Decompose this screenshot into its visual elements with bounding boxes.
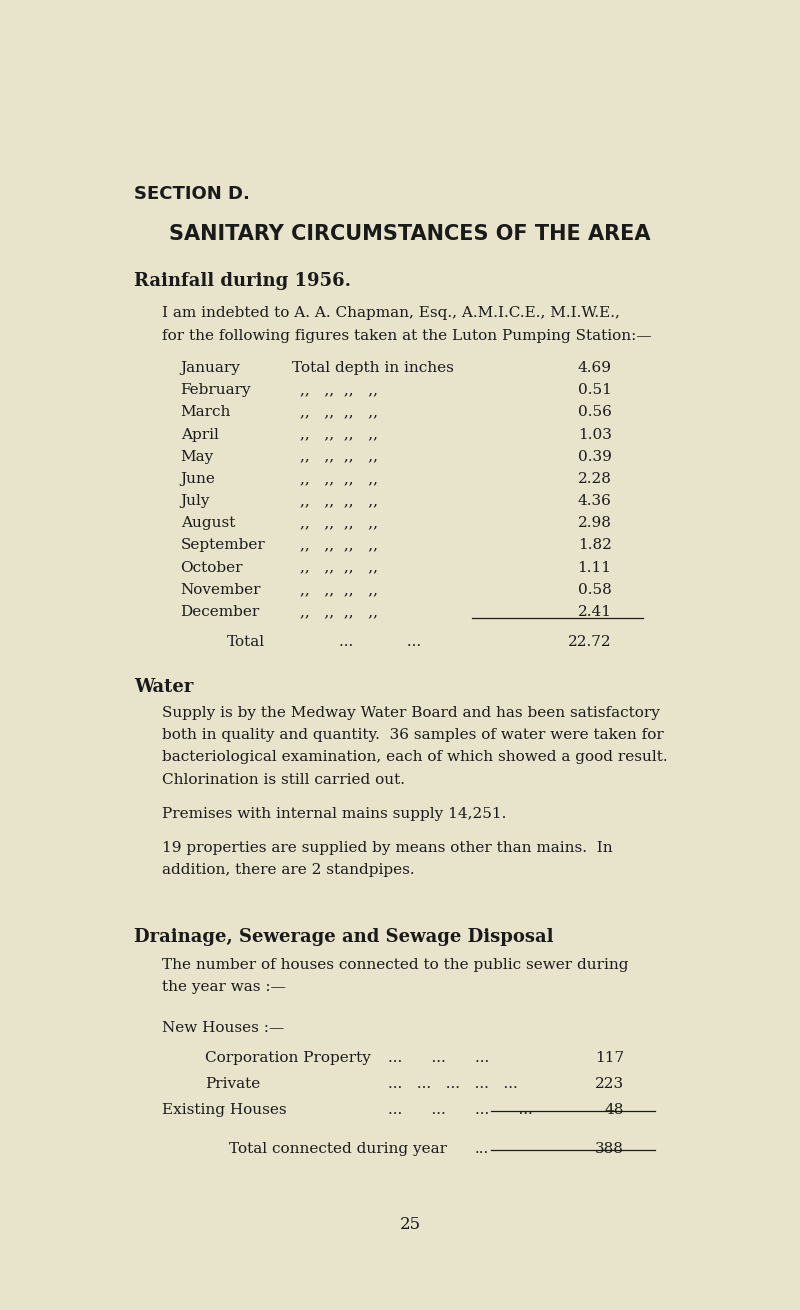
Text: 22.72: 22.72 <box>568 635 611 650</box>
Text: ,,   ,,  ,,   ,,: ,, ,, ,, ,, <box>300 583 378 597</box>
Text: July: July <box>181 494 210 508</box>
Text: ,,   ,,  ,,   ,,: ,, ,, ,, ,, <box>300 561 378 575</box>
Text: ,,   ,,  ,,   ,,: ,, ,, ,, ,, <box>300 449 378 464</box>
Text: addition, there are 2 standpipes.: addition, there are 2 standpipes. <box>162 863 414 878</box>
Text: Total connected during year: Total connected during year <box>229 1142 447 1155</box>
Text: Rainfall during 1956.: Rainfall during 1956. <box>134 272 351 291</box>
Text: both in quality and quantity.  36 samples of water were taken for: both in quality and quantity. 36 samples… <box>162 728 664 743</box>
Text: I am indebted to A. A. Chapman, Esq., A.M.I.C.E., M.I.W.E.,: I am indebted to A. A. Chapman, Esq., A.… <box>162 307 620 321</box>
Text: 1.82: 1.82 <box>578 538 611 553</box>
Text: ,,   ,,  ,,   ,,: ,, ,, ,, ,, <box>300 538 378 553</box>
Text: The number of houses connected to the public sewer during: The number of houses connected to the pu… <box>162 958 629 972</box>
Text: Corporation Property: Corporation Property <box>206 1051 371 1065</box>
Text: ,,   ,,  ,,   ,,: ,, ,, ,, ,, <box>300 605 378 620</box>
Text: ,,   ,,  ,,   ,,: ,, ,, ,, ,, <box>300 494 378 508</box>
Text: 0.56: 0.56 <box>578 405 611 419</box>
Text: ,,   ,,  ,,   ,,: ,, ,, ,, ,, <box>300 516 378 531</box>
Text: 0.39: 0.39 <box>578 449 611 464</box>
Text: 223: 223 <box>594 1077 624 1091</box>
Text: 19 properties are supplied by means other than mains.  In: 19 properties are supplied by means othe… <box>162 841 613 855</box>
Text: ...: ... <box>475 1142 490 1155</box>
Text: bacteriological examination, each of which showed a good result.: bacteriological examination, each of whi… <box>162 751 668 764</box>
Text: the year was :—: the year was :— <box>162 980 286 994</box>
Text: 48: 48 <box>605 1103 624 1117</box>
Text: ,,   ,,  ,,   ,,: ,, ,, ,, ,, <box>300 405 378 419</box>
Text: ...   ...   ...   ...   ...: ... ... ... ... ... <box>388 1077 518 1091</box>
Text: 4.36: 4.36 <box>578 494 611 508</box>
Text: Chlorination is still carried out.: Chlorination is still carried out. <box>162 773 405 786</box>
Text: April: April <box>181 427 218 441</box>
Text: February: February <box>181 383 251 397</box>
Text: Premises with internal mains supply 14,251.: Premises with internal mains supply 14,2… <box>162 807 506 821</box>
Text: 0.51: 0.51 <box>578 383 611 397</box>
Text: ...      ...      ...: ... ... ... <box>388 1051 490 1065</box>
Text: 117: 117 <box>594 1051 624 1065</box>
Text: Existing Houses: Existing Houses <box>162 1103 286 1117</box>
Text: for the following figures taken at the Luton Pumping Station:—: for the following figures taken at the L… <box>162 329 652 343</box>
Text: 2.28: 2.28 <box>578 472 611 486</box>
Text: ...      ...      ...      ...: ... ... ... ... <box>388 1103 533 1117</box>
Text: SANITARY CIRCUMSTANCES OF THE AREA: SANITARY CIRCUMSTANCES OF THE AREA <box>170 224 650 244</box>
Text: September: September <box>181 538 266 553</box>
Text: Supply is by the Medway Water Board and has been satisfactory: Supply is by the Medway Water Board and … <box>162 706 660 720</box>
Text: 1.11: 1.11 <box>578 561 611 575</box>
Text: November: November <box>181 583 261 597</box>
Text: ,,   ,,  ,,   ,,: ,, ,, ,, ,, <box>300 383 378 397</box>
Text: 1.03: 1.03 <box>578 427 611 441</box>
Text: Drainage, Sewerage and Sewage Disposal: Drainage, Sewerage and Sewage Disposal <box>134 927 554 946</box>
Text: Private: Private <box>206 1077 261 1091</box>
Text: ,,   ,,  ,,   ,,: ,, ,, ,, ,, <box>300 427 378 441</box>
Text: 25: 25 <box>399 1217 421 1233</box>
Text: ...           ...: ... ... <box>338 635 421 650</box>
Text: Total: Total <box>227 635 266 650</box>
Text: ,,   ,,  ,,   ,,: ,, ,, ,, ,, <box>300 472 378 486</box>
Text: May: May <box>181 449 214 464</box>
Text: January: January <box>181 362 241 375</box>
Text: Water: Water <box>134 677 194 696</box>
Text: 4.69: 4.69 <box>578 362 611 375</box>
Text: March: March <box>181 405 231 419</box>
Text: SECTION D.: SECTION D. <box>134 186 250 203</box>
Text: December: December <box>181 605 260 620</box>
Text: 2.98: 2.98 <box>578 516 611 531</box>
Text: 2.41: 2.41 <box>578 605 611 620</box>
Text: August: August <box>181 516 235 531</box>
Text: October: October <box>181 561 243 575</box>
Text: 388: 388 <box>595 1142 624 1155</box>
Text: New Houses :—: New Houses :— <box>162 1020 284 1035</box>
Text: 0.58: 0.58 <box>578 583 611 597</box>
Text: June: June <box>181 472 215 486</box>
Text: Total depth in inches: Total depth in inches <box>292 362 454 375</box>
